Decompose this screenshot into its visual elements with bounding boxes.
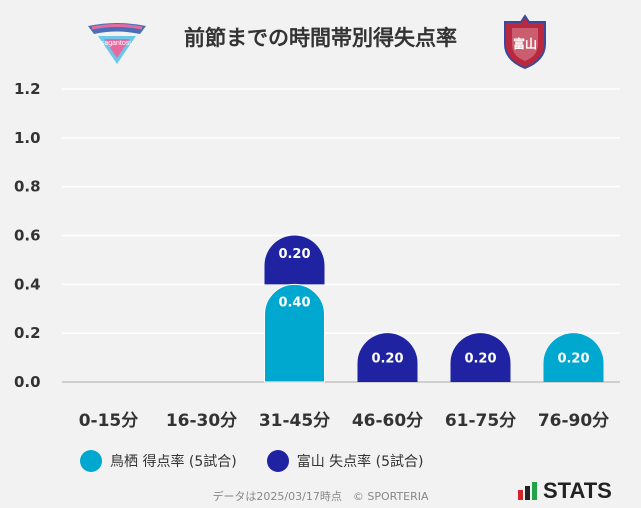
stats-brand: STATS bbox=[518, 478, 612, 504]
legend-swatch-home bbox=[80, 450, 102, 472]
kataller-toyama-logo: 富山 bbox=[504, 14, 546, 70]
sagan-logo-text: sagantosu bbox=[101, 40, 133, 47]
bar-label-away: 0.20 bbox=[464, 352, 496, 367]
chart-area: 0.00.20.40.60.81.01.2 0.200.400.20 0.20 0.… bbox=[14, 80, 620, 431]
footer-note: データは2025/03/17時点 © SPORTERIA bbox=[212, 490, 429, 503]
bars: 0.20 0.40 0.20 0.20 0.20 bbox=[264, 235, 604, 383]
bar-away bbox=[357, 333, 418, 382]
legend-swatch-away bbox=[266, 450, 289, 472]
grid-lines bbox=[62, 88, 620, 383]
sagan-tosu-logo: sagantosu bbox=[88, 23, 146, 64]
x-tick-label: 46-60分 bbox=[352, 411, 423, 431]
y-tick-label: 1.2 bbox=[14, 80, 41, 98]
bar-home bbox=[543, 333, 604, 382]
y-tick-label: 1.0 bbox=[14, 129, 41, 147]
bar-home bbox=[264, 283, 325, 383]
bar-label-away: 0.20 bbox=[278, 247, 310, 262]
bar-away bbox=[264, 235, 325, 285]
legend-item-home: 鳥栖 得点率 (5試合) bbox=[80, 450, 237, 472]
x-tick-label: 0-15分 bbox=[79, 411, 139, 431]
x-tick-label: 31-45分 bbox=[259, 411, 330, 431]
y-axis-ticks: 0.0 0.2 0.4 0.6 0.8 1.0 1.2 bbox=[14, 80, 41, 391]
legend: 鳥栖 得点率 (5試合) 富山 失点率 (5試合) bbox=[80, 450, 423, 472]
y-tick-label: 0.6 bbox=[14, 227, 41, 245]
legend-label-away: 富山 失点率 (5試合) bbox=[296, 454, 424, 470]
bar-away bbox=[450, 333, 511, 382]
bar-label-home: 0.40 bbox=[278, 295, 310, 310]
x-axis-ticks: 0-15分 16-30分 31-45分 46-60分 61-75分 76-90分 bbox=[79, 411, 609, 431]
y-tick-label: 0.4 bbox=[14, 275, 41, 293]
y-tick-label: 0.8 bbox=[14, 178, 41, 196]
legend-label-home: 鳥栖 得点率 (5試合) bbox=[110, 454, 237, 470]
y-tick-label: 0.0 bbox=[14, 373, 41, 391]
y-tick-label: 0.2 bbox=[14, 324, 41, 342]
stats-brand-text: STATS bbox=[543, 478, 612, 503]
legend-item-away: 富山 失点率 (5試合) bbox=[266, 450, 424, 472]
chart-title: 前節までの時間帯別得失点率 bbox=[184, 26, 457, 50]
x-tick-label: 76-90分 bbox=[538, 411, 609, 431]
bar-label-away: 0.20 bbox=[371, 352, 403, 367]
bar-label-home: 0.20 bbox=[557, 352, 589, 367]
x-tick-label: 61-75分 bbox=[445, 411, 516, 431]
stats-logo-icon bbox=[518, 482, 537, 500]
toyama-logo-text: 富山 bbox=[513, 36, 537, 51]
x-tick-label: 16-30分 bbox=[166, 411, 237, 431]
